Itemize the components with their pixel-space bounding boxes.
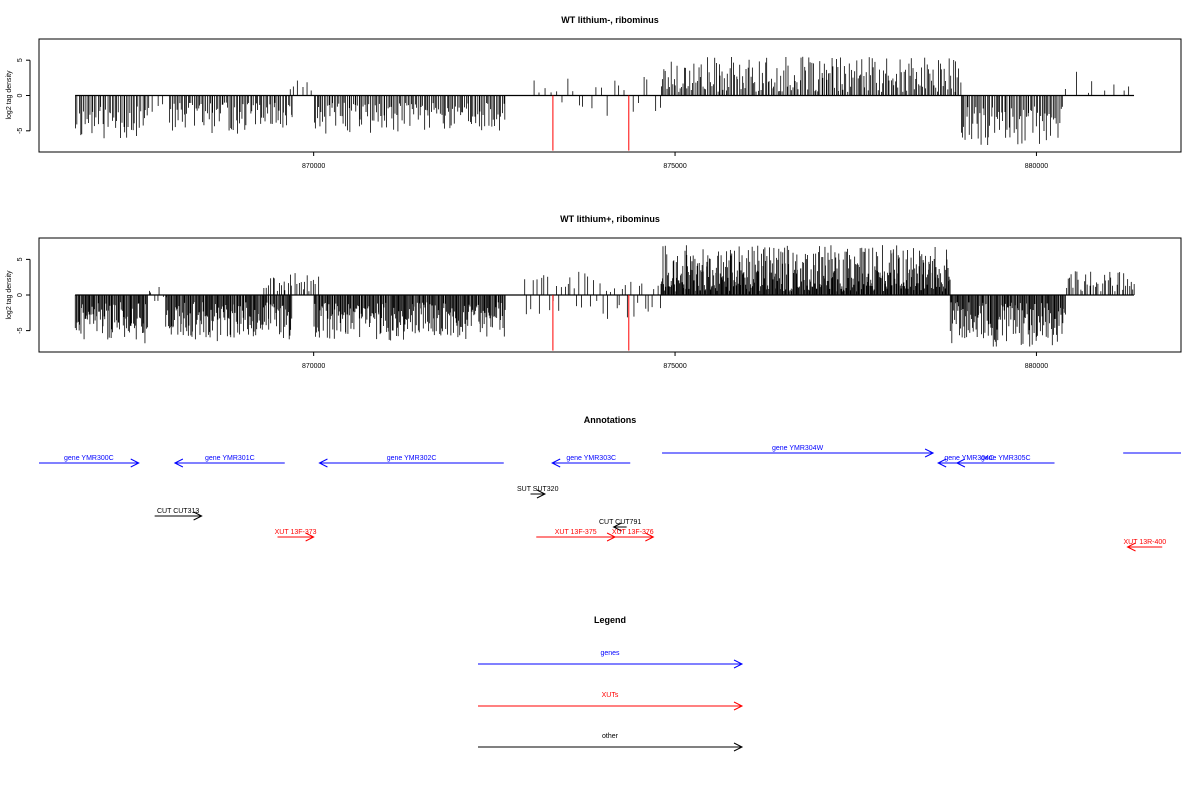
feature-label: gene YMR304C [944,455,994,462]
panel-title: WT lithium-, ribominus [561,15,659,25]
feature-label: gene YMR305C [981,455,1031,462]
annotation-track: Annotations gene YMR300C gene YMR301C gene… [39,415,1181,552]
arrowhead-right [193,511,203,521]
y-tick-label: 5 [17,257,24,261]
panel-title: WT lithium+, ribominus [560,214,660,224]
arrowhead-left [173,458,184,468]
annotation-title: Annotations [584,415,637,425]
feature-label: XUT 13F-375 [555,529,597,536]
legend-label: XUTs [602,692,619,699]
arrowhead-right [305,532,315,542]
arrowhead-right [130,458,140,468]
y-tick-label: 0 [17,93,24,97]
arrowhead-left [955,458,966,468]
legend-label: other [602,733,619,740]
annotation-feature: SUT SUT320 [517,486,559,499]
annotation-feature: gene YMR305C [955,455,1055,468]
annotation-features: gene YMR300C gene YMR301C gene YMR302C gene… [39,445,1181,552]
y-axis-label: log2 tag density [6,270,13,320]
arrowhead-right [733,701,744,711]
feature-label: SUT SUT320 [517,486,559,493]
arrowhead-left [551,458,561,468]
arrowhead-right [924,448,935,458]
feature-label: CUT CUT791 [599,519,641,526]
feature-label: CUT CUT313 [157,508,199,515]
annotation-feature: gene YMR303C [551,455,631,468]
annotation-feature: XUT 13F-376 [612,529,655,542]
position-markers [552,295,630,351]
x-tick-label: 875000 [663,363,686,370]
annotation-feature: CUT CUT791 [599,519,641,532]
arrowhead-right [733,742,744,752]
legend-title: Legend [594,615,626,625]
arrowhead-left [318,458,328,468]
annotation-feature: gene YMR302C [318,455,504,468]
legend-entry: other [478,733,744,752]
feature-label: gene YMR302C [387,455,437,462]
feature-label: gene YMR304W [772,445,824,452]
arrowhead-left [612,522,622,532]
x-axis: 870000 875000 880000 [302,152,1048,170]
annotation-feature: XUT 13F-373 [275,529,317,542]
y-axis: -5 0 5 [17,257,31,334]
annotation-feature: XUT 13F-375 [536,529,617,542]
legend-entry: genes [478,650,744,669]
feature-label: XUT 13F-373 [275,529,317,536]
y-tick-label: 0 [17,293,24,297]
y-axis-label: log2 tag density [6,70,13,120]
arrowhead-right [733,659,744,669]
arrowhead-right [536,489,547,499]
annotation-feature: XUT 13R-400 [1124,539,1167,552]
arrowhead-right [645,532,655,542]
legend-entries: genes XUTs other [478,650,744,752]
legend-label: genes [600,650,620,657]
coverage-bars [75,56,1135,146]
arrowhead-left [937,458,947,468]
annotation-feature: gene YMR301C [173,455,285,468]
coverage-panel-lithium-plus: WT lithium+, ribominus log2 tag density … [6,214,1182,370]
plot-frame [38,237,1182,353]
legend: Legend genes XUTs other [478,615,744,752]
feature-label: gene YMR300C [64,455,114,462]
annotation-feature: CUT CUT313 [154,508,203,521]
coverage-bars [74,245,1135,347]
y-tick-label: -5 [17,327,24,333]
x-axis: 870000 875000 880000 [302,352,1048,370]
x-tick-label: 875000 [663,163,686,170]
annotation-feature: gene YMR300C [39,455,140,468]
x-tick-label: 870000 [302,163,325,170]
position-markers [552,95,630,151]
legend-entry: XUTs [478,692,744,711]
feature-label: gene YMR301C [205,455,255,462]
x-tick-label: 870000 [302,363,325,370]
y-axis: -5 0 5 [17,58,31,134]
y-tick-label: 5 [17,58,24,62]
feature-label: gene YMR303C [566,455,616,462]
y-tick-label: -5 [17,128,24,134]
plot-frame [38,38,1182,153]
x-tick-label: 880000 [1025,163,1048,170]
x-tick-label: 880000 [1025,363,1048,370]
arrowhead-left [1126,542,1136,552]
feature-label: XUT 13R-400 [1124,539,1167,546]
feature-label: XUT 13F-376 [612,529,654,536]
coverage-panel-lithium-minus: WT lithium-, ribominus log2 tag density … [6,15,1182,170]
annotation-feature: gene YMR304W [662,445,935,458]
